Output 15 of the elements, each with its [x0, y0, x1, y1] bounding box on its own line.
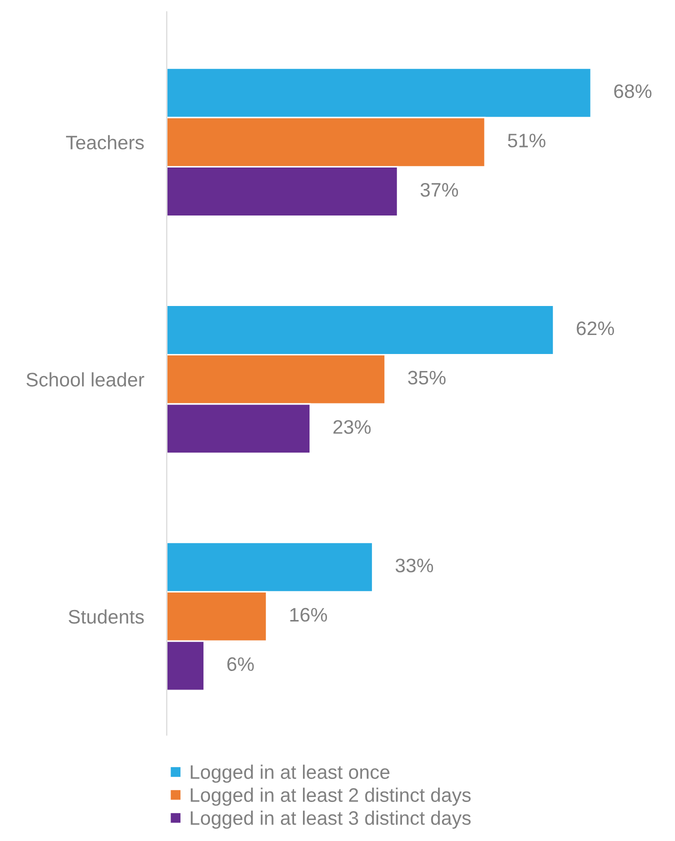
data-label: 6% — [227, 657, 254, 672]
legend-label: Logged in at least 3 distinct days — [190, 810, 471, 829]
data-label: 23% — [333, 420, 371, 434]
y-tick-label: School leader — [26, 372, 144, 387]
data-label: 62% — [576, 321, 614, 336]
y-tick-label: Teachers — [66, 135, 144, 150]
data-label: 37% — [420, 182, 458, 197]
data-label: 51% — [508, 134, 546, 148]
y-tick-label: Students — [68, 609, 144, 624]
data-label: 68% — [614, 84, 652, 98]
data-label: 33% — [396, 558, 434, 572]
legend-label: Logged in at least 2 distinct days — [190, 788, 471, 806]
legend-label: Logged in at least once — [190, 764, 390, 783]
data-label: 35% — [408, 370, 446, 385]
data-label: 16% — [290, 608, 328, 622]
